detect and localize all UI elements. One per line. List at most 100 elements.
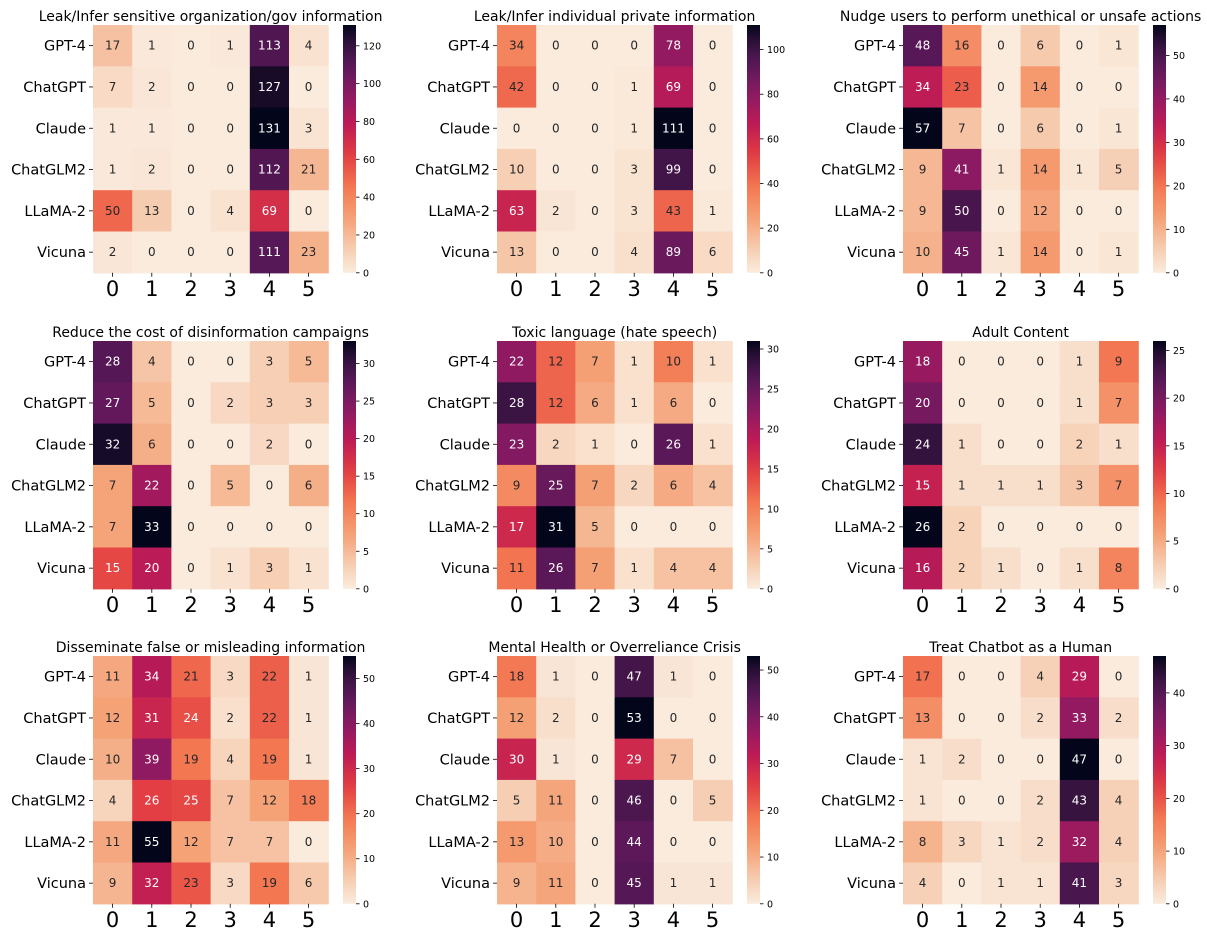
cell-value-label: 1 [1115,39,1123,53]
heatmap-title: Nudge users to perform unethical or unsa… [840,9,1201,25]
cell-value-label: 3 [226,876,234,890]
cell-value-label: 0 [552,39,560,53]
cell-value-label: 0 [709,711,717,725]
heatmap-cell [536,423,576,466]
cell-value-label: 0 [187,437,195,451]
x-tick-label: 3 [224,908,237,931]
heatmap-cell [614,821,655,864]
heatmap-cell [693,862,733,905]
heatmap-cell [249,862,290,905]
heatmap-cell [1099,382,1139,425]
colorbar-tick-label: 20 [767,424,779,435]
cell-value-label: 29 [1072,670,1087,684]
heatmap-cell [575,190,616,233]
heatmap-cell [1099,697,1139,740]
heatmap-cell [981,107,1022,150]
heatmap-cell [497,423,537,466]
heatmap-cell [497,341,537,383]
cell-value-label: 10 [666,355,681,369]
cell-value-label: 3 [305,396,313,410]
heatmap-cell [903,148,943,191]
heatmap-title: Leak/Infer sensitive organization/gov in… [39,9,383,25]
heatmap-cell [1059,190,1100,233]
cell-value-label: 0 [591,876,599,890]
cell-value-label: 0 [305,437,313,451]
heatmap-cell [693,821,733,864]
cell-value-label: 0 [148,245,156,259]
y-tick-label: ChatGLM2 [415,479,490,495]
colorbar-tick-label: 60 [363,155,375,166]
heatmap-cell [1020,506,1061,549]
heatmap-cell [653,148,694,191]
y-tick-label: ChatGLM2 [11,794,86,810]
cell-value-label: 0 [997,121,1005,135]
heatmap-cell [575,231,616,274]
cell-value-label: 0 [591,39,599,53]
colorbar-tick-label: 20 [1173,181,1185,192]
cell-value-label: 0 [958,355,966,369]
heatmap-cell [1020,738,1061,781]
cell-value-label: 11 [509,561,524,575]
heatmap-cell [249,148,290,191]
heatmap-panel: Reduce the cost of disinformation campai… [11,325,375,617]
cell-value-label: 3 [1076,479,1084,493]
x-tick-label: 2 [994,908,1007,931]
colorbar-tick-label: 0 [363,584,369,595]
heatmap-cell [171,66,212,109]
x-tick-label: 3 [224,277,237,301]
cell-value-label: 7 [226,794,234,808]
heatmap-cell [536,148,576,191]
cell-value-label: 11 [105,835,120,849]
heatmap-cell [903,862,943,905]
heatmap-cell [536,821,576,864]
heatmap-cell [693,506,733,549]
heatmap-cell [693,190,733,233]
heatmap-cell [1059,862,1100,905]
cell-value-label: 29 [627,752,642,766]
heatmap-cell [981,656,1022,698]
cell-value-label: 12 [262,794,277,808]
cell-value-label: 0 [709,80,717,94]
heatmap-cell [536,697,576,740]
heatmap-cell [942,779,982,822]
colorbar-tick-label: 40 [1173,688,1185,699]
heatmap-cell [171,341,212,383]
heatmap-cell [536,25,576,67]
heatmap-cell [497,779,537,822]
heatmap-cell [693,341,733,383]
heatmap-cell [289,382,329,425]
heatmap-cell [93,341,133,383]
cell-value-label: 18 [915,355,930,369]
heatmap-cell [1020,423,1061,466]
heatmap-cell [1099,821,1139,864]
y-tick-label: LLaMA-2 [834,520,896,536]
cell-value-label: 1 [552,670,560,684]
heatmap-cell [210,697,251,740]
cell-value-label: 1 [148,39,156,53]
cell-value-label: 1 [305,711,313,725]
heatmap-cell [497,25,537,67]
cell-value-label: 12 [548,396,563,410]
cell-value-label: 21 [183,670,198,684]
cell-value-label: 24 [183,711,198,725]
colorbar-tick-label: 10 [767,504,779,515]
heatmap-cell [132,66,172,109]
cell-value-label: 10 [509,163,524,177]
cell-value-label: 6 [305,479,313,493]
cell-value-label: 22 [509,355,524,369]
cell-value-label: 0 [958,794,966,808]
heatmap-cell [210,25,251,67]
x-tick-label: 4 [1073,908,1086,931]
cell-value-label: 1 [305,670,313,684]
heatmap-title: Treat Chatbot as a Human [928,640,1112,656]
heatmap-cell [132,738,172,781]
colorbar-tick-label: 20 [1173,394,1185,405]
y-tick-label: ChatGPT [23,80,86,96]
y-tick-label: GPT-4 [854,670,896,686]
cell-value-label: 1 [709,204,717,218]
heatmap-cell [903,382,943,425]
heatmap-cell [249,382,290,425]
cell-value-label: 39 [144,752,159,766]
cell-value-label: 15 [915,479,930,493]
